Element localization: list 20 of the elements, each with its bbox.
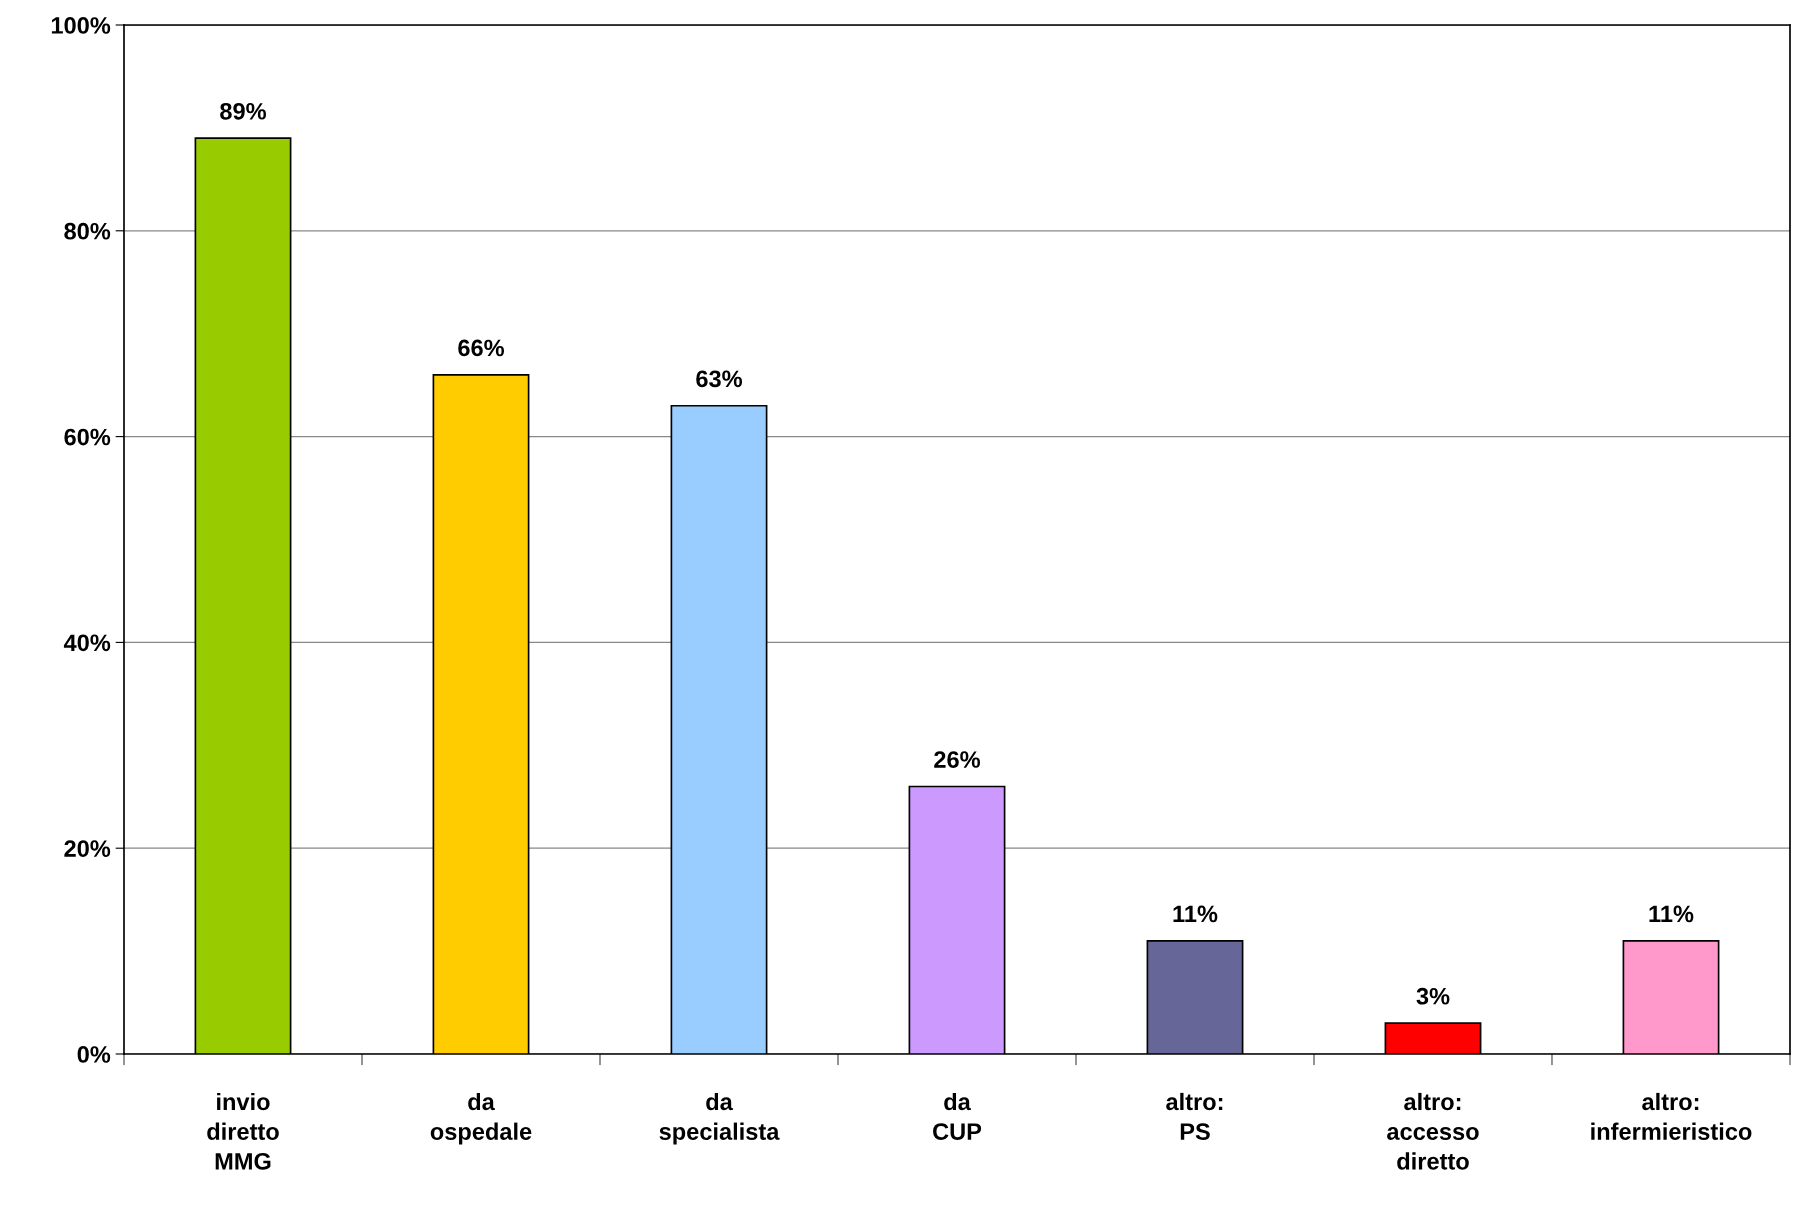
y-tick-label: 100% bbox=[51, 17, 111, 34]
data-label: 11% bbox=[1173, 905, 1218, 923]
y-tick-label: 20% bbox=[64, 840, 111, 857]
x-tick-label: altro: PS bbox=[1166, 1092, 1223, 1140]
data-label: 63% bbox=[696, 370, 743, 388]
x-tick-label: da CUP bbox=[933, 1092, 982, 1140]
y-tick-label: 80% bbox=[64, 222, 111, 240]
data-label: 66% bbox=[458, 339, 505, 357]
data-label: 11% bbox=[1649, 905, 1694, 923]
y-tick-label: 60% bbox=[64, 428, 111, 446]
y-tick-label: 0% bbox=[77, 1046, 111, 1063]
data-label: 89% bbox=[220, 102, 267, 120]
x-tick-label: altro: infermieristico bbox=[1591, 1092, 1752, 1140]
x-tick-label: da ospedale bbox=[430, 1092, 532, 1145]
y-tick-label: 40% bbox=[63, 634, 111, 652]
x-tick-label: invio diretto MMG bbox=[207, 1092, 279, 1170]
data-label: 26% bbox=[934, 751, 981, 768]
data-label: 3% bbox=[1416, 987, 1450, 1005]
x-tick-label: altro: accesso diretto bbox=[1387, 1092, 1479, 1170]
x-tick-label: da specialista bbox=[659, 1092, 780, 1145]
